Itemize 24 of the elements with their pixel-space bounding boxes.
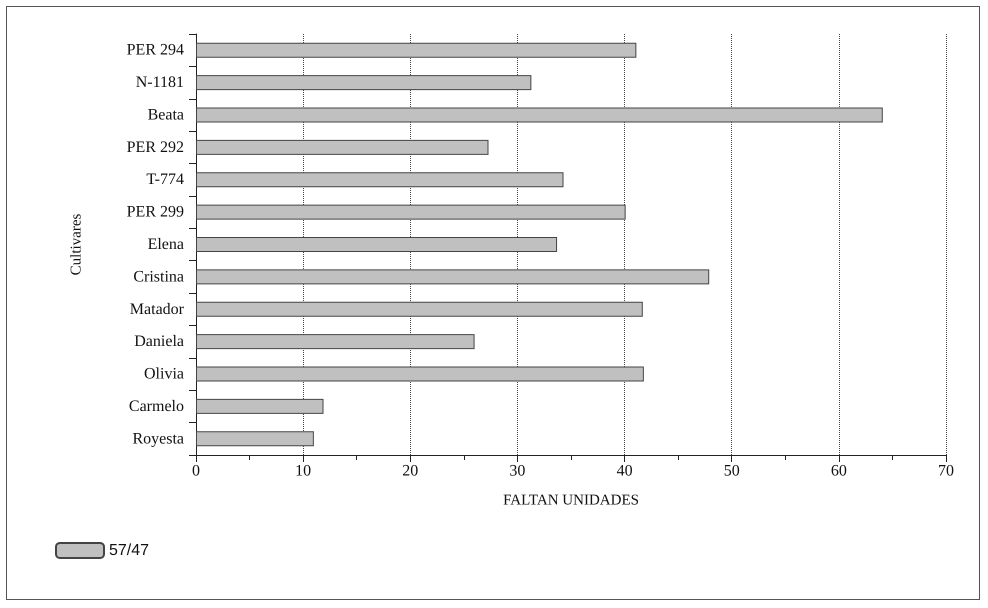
x-tick-label: 10 <box>295 462 312 480</box>
x-tick-label: 60 <box>830 462 847 480</box>
y-tick-label: Carmelo <box>128 398 184 415</box>
y-tick-label: Cristina <box>133 268 184 286</box>
x-tick-label: 40 <box>616 462 633 480</box>
x-tick-label: 0 <box>192 462 200 480</box>
y-tick-label: PER 299 <box>126 204 184 221</box>
y-axis-title: Cultivares <box>68 214 84 276</box>
x-axis-title: FALTAN UNIDADES <box>503 492 639 508</box>
x-tick-label: 20 <box>402 462 418 480</box>
y-tick-label: Royesta <box>132 430 184 448</box>
y-tick-label: PER 294 <box>126 42 184 59</box>
y-tick-label: PER 292 <box>126 138 184 156</box>
legend-label: 57/47 <box>109 542 150 559</box>
x-tick-label: 70 <box>938 462 954 480</box>
y-tick-label: Beata <box>148 106 184 124</box>
y-tick-label: Daniela <box>134 333 184 350</box>
y-tick-label: N-1181 <box>136 74 184 92</box>
x-tick-label: 30 <box>509 462 526 480</box>
x-tick-label: 50 <box>724 462 740 480</box>
y-tick-label: T-774 <box>146 171 184 188</box>
y-tick-label: Olivia <box>144 366 184 383</box>
y-tick-label: Matador <box>130 300 185 318</box>
y-tick-label: Elena <box>148 236 184 253</box>
